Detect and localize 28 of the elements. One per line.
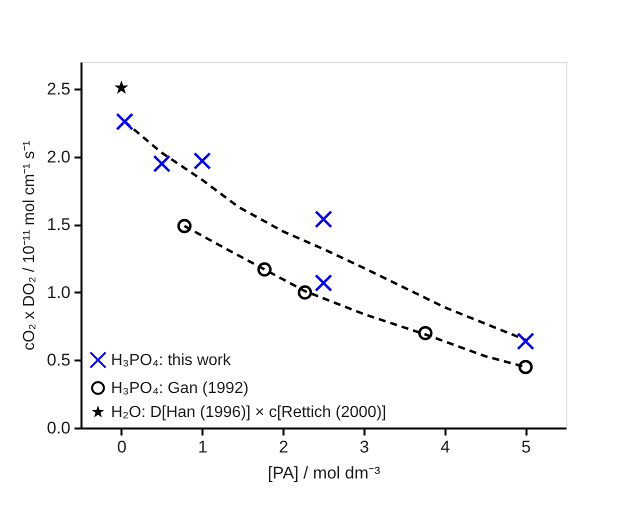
- point: [257, 262, 272, 277]
- y-tick-label: 0.0: [46, 418, 70, 438]
- x-tick-label: 0: [117, 438, 127, 456]
- y-tick-label: 1.5: [46, 215, 70, 234]
- y-tick-label: 2.0: [46, 147, 70, 166]
- point: [298, 285, 312, 300]
- point: [518, 360, 533, 374]
- point: [516, 332, 534, 350]
- y-tick-label: 1.0: [46, 282, 70, 302]
- point: [116, 112, 134, 130]
- x-tick-label: 3: [360, 438, 370, 456]
- point: [314, 274, 332, 292]
- point: [177, 218, 192, 234]
- y-axis-title: cO₂ x DO₂ / 10⁻¹¹ mol cm⁻¹ s⁻¹: [20, 140, 38, 350]
- legend-label: H₃PO₄: Gan (1992): [111, 380, 249, 397]
- legend-label: H₂O: D[Han (1996)] × c[Rettich (2000)]: [111, 404, 386, 421]
- point: [193, 152, 212, 170]
- x-tick-label: 4: [440, 438, 450, 456]
- point: [153, 154, 171, 172]
- x-axis-title: [PA] / mol dm⁻³: [268, 464, 381, 482]
- point: [314, 210, 332, 228]
- y-tick-label: 2.5: [46, 80, 70, 99]
- x-tick-label: 2: [278, 438, 288, 456]
- x-tick-label: 5: [521, 438, 531, 456]
- y-tick-label: 0.5: [46, 350, 70, 370]
- point: [418, 326, 433, 340]
- legend-label: H₃PO₄: this work: [111, 352, 232, 369]
- x-tick-label: 1: [198, 438, 208, 456]
